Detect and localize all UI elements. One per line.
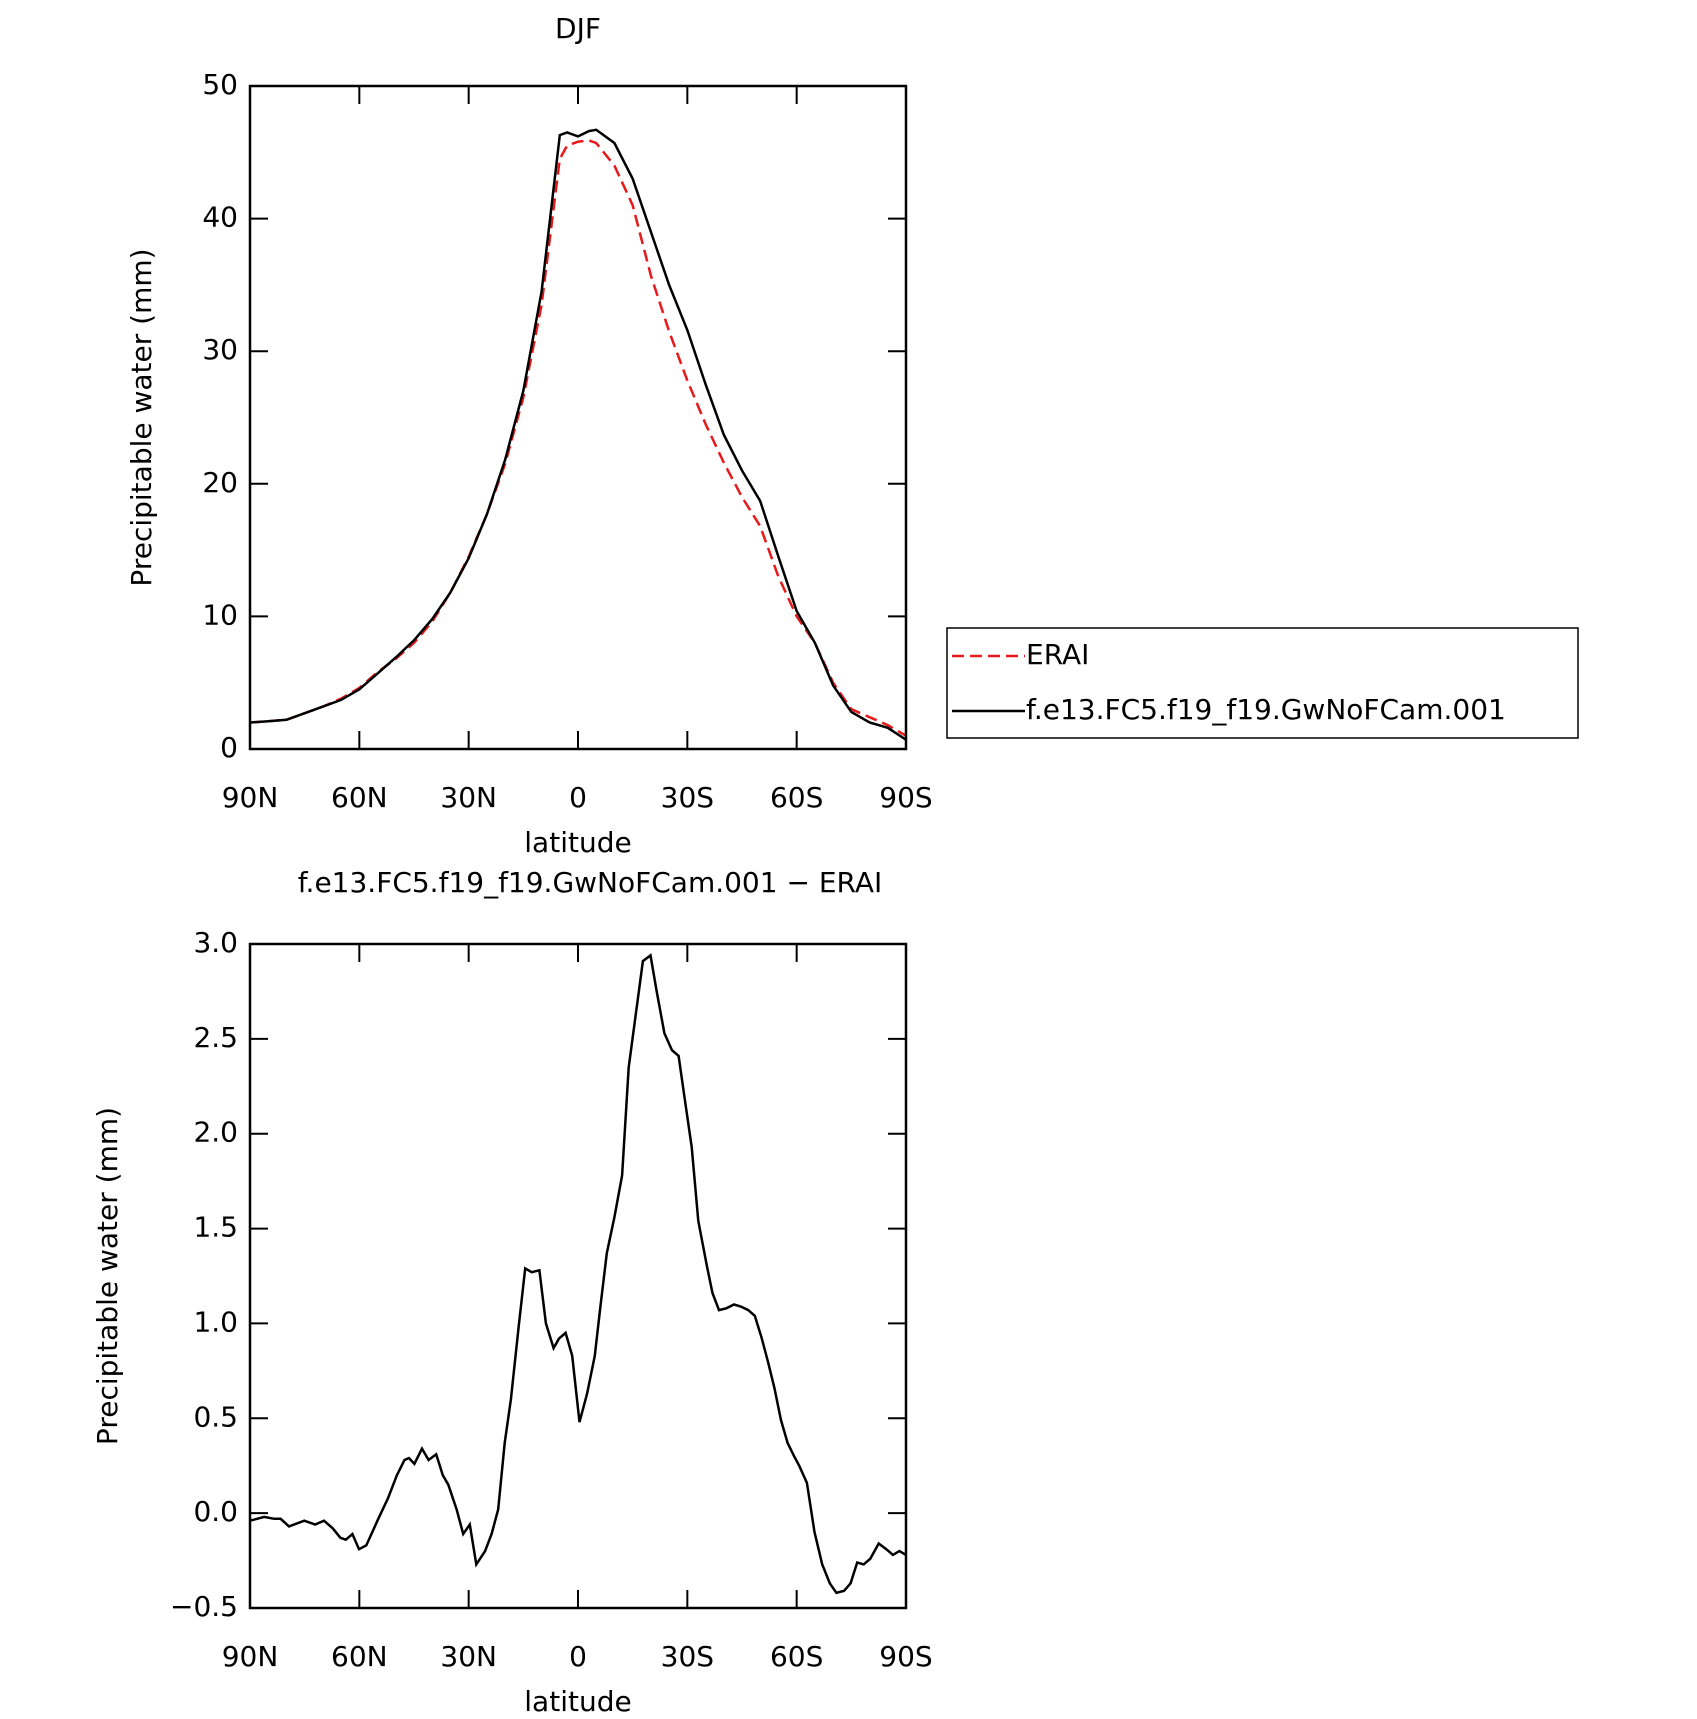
y-axis-label: Precipitable water (mm) <box>125 248 158 586</box>
y-tick-label: 10 <box>202 598 238 631</box>
x-tick-label: 0 <box>569 1640 587 1673</box>
legend-label: f.e13.FC5.f19_f19.GwNoFCam.001 <box>1026 693 1506 726</box>
y-tick-label: 1.5 <box>193 1211 238 1244</box>
y-tick-label: 0 <box>220 731 238 764</box>
data-line <box>249 128 907 741</box>
y-tick-label: 0.0 <box>193 1495 238 1528</box>
chart-title: DJF <box>555 12 601 45</box>
x-tick-label: 0 <box>569 781 587 814</box>
y-axis-label: Precipitable water (mm) <box>91 1107 124 1445</box>
y-tick-label: 0.5 <box>193 1400 238 1433</box>
data-line <box>249 953 907 1595</box>
y-tick-label: 50 <box>202 68 238 101</box>
y-tick-label: 1.0 <box>193 1305 238 1338</box>
plot-frame <box>248 942 908 1610</box>
x-axis-label: latitude <box>524 1685 631 1718</box>
x-axis-label: latitude <box>524 826 631 859</box>
x-tick-label: 90N <box>222 781 279 814</box>
x-tick-label: 30N <box>440 1640 497 1673</box>
data-line <box>249 139 907 737</box>
y-tick-label: −0.5 <box>170 1590 238 1623</box>
x-tick-label: 30N <box>440 781 497 814</box>
y-tick-label: 30 <box>202 333 238 366</box>
y-tick-label: 3.0 <box>193 926 238 959</box>
x-tick-label: 60N <box>331 781 388 814</box>
x-tick-label: 30S <box>661 781 714 814</box>
x-tick-label: 90S <box>879 1640 932 1673</box>
y-tick-label: 20 <box>202 466 238 499</box>
legend-label: ERAI <box>1026 638 1089 671</box>
x-tick-label: 60N <box>331 1640 388 1673</box>
x-tick-label: 30S <box>661 1640 714 1673</box>
y-tick-label: 2.5 <box>193 1021 238 1054</box>
x-tick-label: 90N <box>222 1640 279 1673</box>
y-tick-label: 2.0 <box>193 1116 238 1149</box>
chart-title: f.e13.FC5.f19_f19.GwNoFCam.001 − ERAI <box>298 866 883 899</box>
legend-box <box>946 627 1579 739</box>
x-tick-label: 60S <box>770 1640 823 1673</box>
plot-frame <box>248 84 908 751</box>
x-tick-label: 90S <box>879 781 932 814</box>
y-tick-label: 40 <box>202 201 238 234</box>
x-tick-label: 60S <box>770 781 823 814</box>
